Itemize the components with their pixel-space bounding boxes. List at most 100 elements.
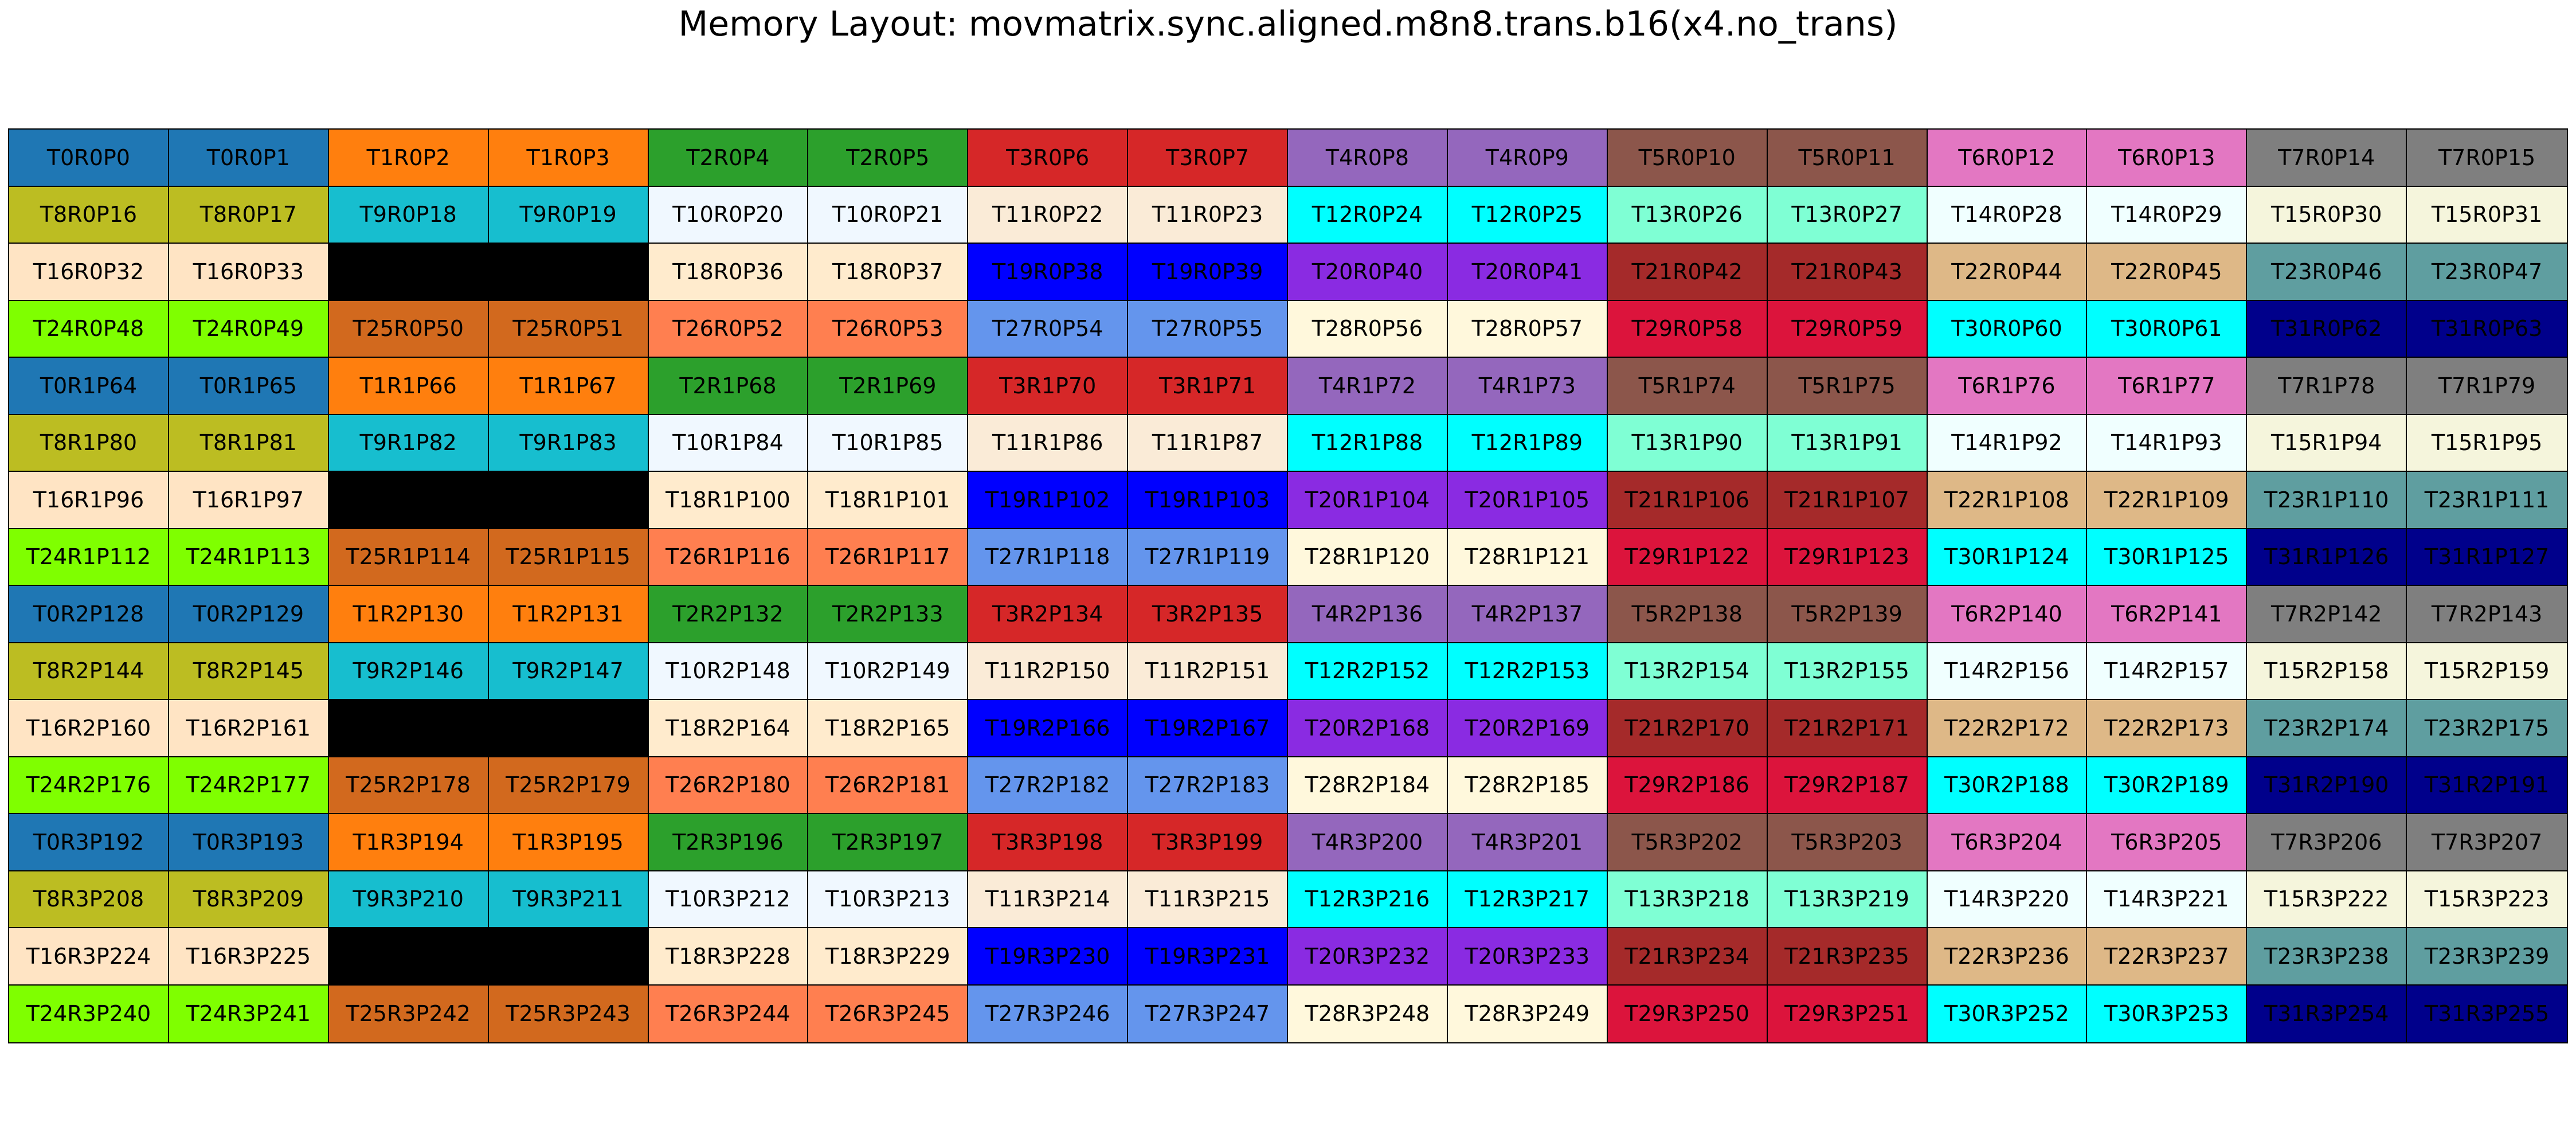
cell-label: T7R2P143 [2431, 601, 2543, 627]
grid-cell: T14R0P29 [2087, 186, 2248, 244]
cell-label: T29R1P122 [1624, 544, 1749, 570]
cell-label: T12R2P152 [1305, 658, 1430, 684]
cell-label: T21R0P43 [1791, 259, 1902, 284]
cell-label: T31R1P127 [2424, 544, 2550, 570]
cell-label: T4R0P9 [1485, 144, 1569, 170]
diagram-title: Memory Layout: movmatrix.sync.aligned.m8… [678, 4, 1898, 44]
cell-label: T18R3P228 [665, 943, 790, 969]
cell-label: T23R1P110 [2264, 487, 2389, 513]
grid-cell: T28R1P120 [1288, 529, 1448, 586]
grid-cell: T28R2P184 [1288, 757, 1448, 814]
cell-label: T22R0P44 [1951, 259, 2062, 284]
grid-cell: T8R2P145 [169, 643, 329, 700]
grid-cell: T19R1P102 [968, 472, 1129, 529]
grid-cell: T12R1P88 [1288, 415, 1448, 472]
grid-cell: T17R2P163 [488, 700, 649, 757]
cell-label: T27R2P182 [985, 772, 1110, 798]
grid-cell: T1R1P66 [328, 358, 489, 415]
grid-cell: T4R3P200 [1288, 814, 1448, 871]
grid-cell: T22R2P172 [1927, 700, 2088, 757]
grid-cell: T10R2P149 [808, 643, 969, 700]
cell-label: T15R2P158 [2264, 658, 2389, 684]
grid-cell: T21R3P235 [1767, 928, 1928, 986]
cell-label: T27R1P118 [985, 544, 1110, 570]
grid-cell: T28R0P56 [1288, 300, 1448, 358]
grid-cell: T27R1P119 [1128, 529, 1288, 586]
grid-cell: T22R0P45 [2087, 244, 2248, 301]
cell-label: T5R2P139 [1791, 601, 1902, 627]
grid-cell: T15R3P222 [2247, 871, 2407, 928]
grid-cell: T0R3P193 [169, 814, 329, 871]
grid-cell: T31R0P62 [2247, 300, 2407, 358]
cell-label: T17R0P35 [512, 259, 624, 284]
grid-cell: T24R3P241 [169, 985, 329, 1042]
grid-cell: T19R2P167 [1128, 700, 1288, 757]
grid-cell: T20R3P232 [1288, 928, 1448, 986]
grid-cell: T18R1P101 [808, 472, 969, 529]
cell-label: T20R3P232 [1305, 943, 1430, 969]
cell-label: T4R3P201 [1471, 829, 1583, 855]
grid-cell: T7R1P79 [2407, 358, 2567, 415]
cell-label: T7R2P142 [2270, 601, 2382, 627]
cell-label: T5R3P202 [1631, 829, 1743, 855]
cell-label: T13R2P155 [1784, 658, 1909, 684]
grid-cell: T20R1P105 [1447, 472, 1608, 529]
cell-label: T10R0P20 [672, 202, 784, 228]
cell-label: T2R0P4 [686, 144, 770, 170]
cell-label: T19R1P103 [1145, 487, 1270, 513]
cell-label: T17R2P162 [346, 715, 471, 741]
grid-cell: T0R2P128 [9, 586, 169, 643]
cell-label: T20R3P233 [1465, 943, 1590, 969]
cell-label: T23R3P239 [2424, 943, 2550, 969]
grid-cell: T14R0P28 [1927, 186, 2088, 244]
grid-cell: T2R1P69 [808, 358, 969, 415]
cell-label: T13R3P218 [1624, 886, 1749, 912]
grid-cell: T14R1P92 [1927, 415, 2088, 472]
grid-cell: T11R1P86 [968, 415, 1129, 472]
grid-cell: T16R1P97 [169, 472, 329, 529]
cell-label: T11R0P22 [992, 202, 1103, 228]
grid-cell: T8R0P17 [169, 186, 329, 244]
grid-cell: T9R1P82 [328, 415, 489, 472]
grid-cell: T1R3P195 [488, 814, 649, 871]
grid-cell: T29R1P123 [1767, 529, 1928, 586]
grid-cell: T7R1P78 [2247, 358, 2407, 415]
cell-label: T20R0P41 [1471, 259, 1583, 284]
cell-label: T28R1P120 [1305, 544, 1430, 570]
cell-label: T30R3P253 [2104, 1001, 2229, 1027]
cell-label: T2R1P69 [839, 373, 937, 398]
grid-cell: T2R0P5 [808, 130, 969, 187]
grid-cell: T26R0P52 [648, 300, 809, 358]
grid-cell: T26R2P181 [808, 757, 969, 814]
cell-label: T17R1P99 [512, 487, 624, 513]
grid-cell: T21R2P171 [1767, 700, 1928, 757]
grid-cell: T20R2P168 [1288, 700, 1448, 757]
grid-cell: T5R2P138 [1607, 586, 1768, 643]
grid-cell: T29R0P58 [1607, 300, 1768, 358]
grid-cell: T13R2P155 [1767, 643, 1928, 700]
cell-label: T14R2P156 [1944, 658, 2069, 684]
grid-cell: T27R0P55 [1128, 300, 1288, 358]
grid-cell: T29R2P186 [1607, 757, 1768, 814]
cell-label: T2R3P196 [672, 829, 784, 855]
cell-label: T24R1P112 [26, 544, 151, 570]
grid-cell: T4R0P9 [1447, 130, 1608, 187]
grid-cell: T23R0P46 [2247, 244, 2407, 301]
grid-cell: T17R0P34 [328, 244, 489, 301]
grid-cell: T4R1P72 [1288, 358, 1448, 415]
grid-cell: T31R0P63 [2407, 300, 2567, 358]
cell-label: T30R1P124 [1944, 544, 2069, 570]
cell-label: T8R1P81 [199, 430, 297, 456]
grid-cell: T14R3P220 [1927, 871, 2088, 928]
grid-cell: T7R0P15 [2407, 130, 2567, 187]
cell-label: T15R2P159 [2424, 658, 2550, 684]
cell-label: T31R2P191 [2424, 772, 2550, 798]
cell-label: T0R0P0 [46, 144, 130, 170]
cell-label: T0R0P1 [206, 144, 290, 170]
cell-label: T29R3P251 [1784, 1001, 1909, 1027]
cell-label: T1R1P67 [519, 373, 617, 398]
grid-cell: T19R3P231 [1128, 928, 1288, 986]
cell-label: T15R3P223 [2424, 886, 2550, 912]
grid-cell: T21R3P234 [1607, 928, 1768, 986]
grid-cell: T0R1P64 [9, 358, 169, 415]
